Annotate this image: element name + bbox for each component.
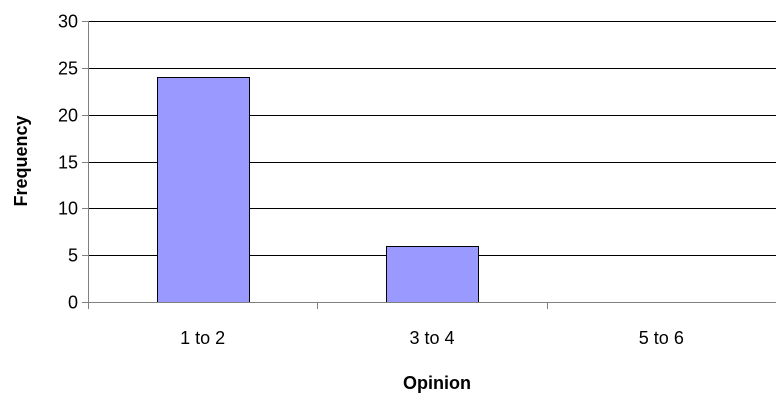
axes — [82, 21, 776, 309]
x-tick-labels: 1 to 2 3 to 4 5 to 6 — [180, 328, 684, 348]
bar — [157, 77, 250, 303]
y-tick-label: 5 — [68, 246, 78, 266]
y-tick-label: 0 — [68, 293, 78, 313]
y-tick-labels: 0 5 10 15 20 25 30 — [58, 12, 78, 313]
y-axis-title: Frequency — [11, 115, 31, 206]
x-tick-label: 5 to 6 — [639, 328, 684, 348]
bar — [386, 246, 479, 303]
x-tick-label: 3 to 4 — [409, 328, 454, 348]
y-tick-label: 25 — [58, 59, 78, 79]
y-tick-label: 10 — [58, 199, 78, 219]
x-tick-label: 1 to 2 — [180, 328, 225, 348]
x-axis-title: Opinion — [403, 373, 471, 393]
bars — [157, 77, 479, 303]
y-tick-label: 30 — [58, 12, 78, 32]
y-tick-label: 15 — [58, 153, 78, 173]
y-tick-label: 20 — [58, 106, 78, 126]
